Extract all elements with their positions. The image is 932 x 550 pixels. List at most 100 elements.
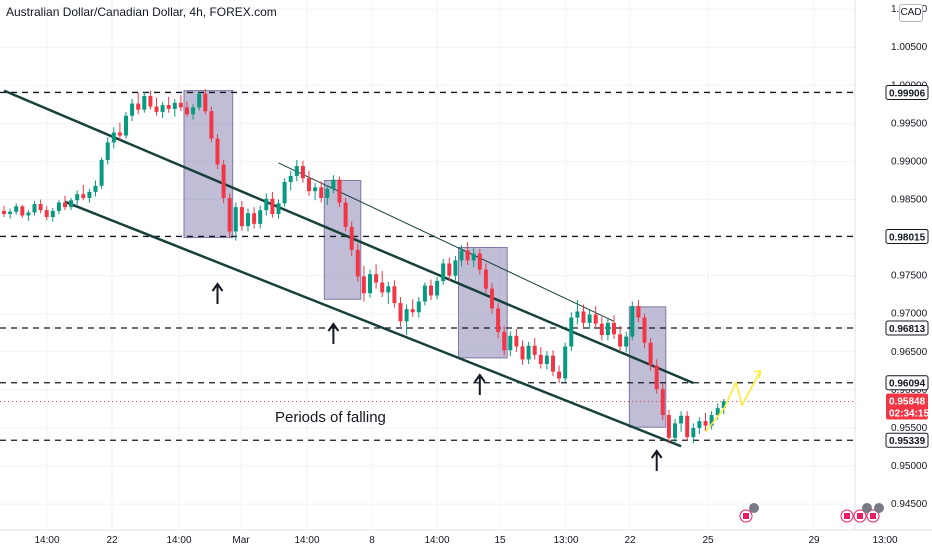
trendlines bbox=[3, 89, 694, 448]
horizontal-levels bbox=[0, 91, 855, 441]
candle bbox=[276, 203, 281, 214]
candle bbox=[380, 282, 385, 293]
candle bbox=[239, 207, 244, 227]
candle bbox=[215, 138, 220, 165]
price-tick-label: 0.95500 bbox=[891, 423, 928, 434]
candle bbox=[69, 200, 74, 208]
level-price-tag[interactable] bbox=[885, 432, 929, 448]
time-tick-label: 14:00 bbox=[424, 535, 449, 546]
level-price-label: 0.95339 bbox=[889, 436, 926, 447]
candle bbox=[630, 306, 635, 337]
candle bbox=[270, 198, 275, 214]
candle bbox=[666, 415, 671, 438]
annotation-text: Periods of falling bbox=[275, 409, 386, 426]
event-markers[interactable] bbox=[739, 503, 884, 523]
candle bbox=[26, 212, 31, 216]
candle bbox=[282, 181, 287, 204]
forecast-arrowhead bbox=[754, 369, 762, 378]
candle bbox=[398, 303, 403, 322]
current-price-tag[interactable] bbox=[886, 393, 928, 420]
candle bbox=[124, 115, 128, 136]
candle bbox=[563, 346, 568, 379]
forecast-path bbox=[704, 369, 762, 433]
time-tick-label: Mar bbox=[232, 535, 250, 546]
time-tick-label: 14:00 bbox=[294, 535, 319, 546]
time-tick-label: 14:00 bbox=[166, 535, 191, 546]
price-axis[interactable]: 1.010001.005001.000000.995000.990000.985… bbox=[854, 0, 932, 530]
candle bbox=[429, 285, 433, 296]
candle bbox=[203, 93, 208, 112]
candle bbox=[75, 194, 80, 201]
current-price-label: 0.95848 bbox=[889, 396, 926, 407]
level-price-tag[interactable] bbox=[885, 375, 929, 391]
price-tick-label: 0.99000 bbox=[891, 156, 928, 167]
candle bbox=[32, 204, 37, 213]
candle bbox=[355, 249, 360, 277]
time-tick-label: 25 bbox=[702, 535, 714, 546]
time-tick-label: 29 bbox=[808, 535, 820, 546]
candle bbox=[44, 210, 49, 218]
arrow-head bbox=[650, 449, 663, 459]
candle bbox=[166, 105, 171, 109]
time-tick-label: 15 bbox=[494, 535, 506, 546]
flag-icon bbox=[857, 513, 863, 519]
candle bbox=[258, 210, 263, 224]
candle bbox=[715, 408, 720, 416]
candle bbox=[636, 306, 641, 318]
candle bbox=[264, 198, 269, 211]
falling-period-boxes bbox=[183, 90, 667, 428]
arrow-head bbox=[473, 373, 486, 383]
candle bbox=[404, 309, 409, 322]
candle bbox=[368, 274, 372, 294]
candle bbox=[325, 188, 330, 198]
level-price-tag[interactable] bbox=[885, 228, 929, 244]
candle bbox=[691, 427, 696, 438]
candle bbox=[300, 166, 305, 179]
candle bbox=[319, 187, 324, 198]
candle bbox=[331, 179, 336, 189]
level-price-label: 0.96094 bbox=[889, 379, 926, 390]
price-tick-label: 1.00500 bbox=[891, 42, 928, 53]
candle bbox=[178, 102, 183, 108]
candle bbox=[587, 314, 592, 323]
arrows bbox=[211, 282, 663, 471]
forecast-line bbox=[704, 370, 762, 433]
flag-icon bbox=[870, 513, 876, 519]
candle bbox=[172, 102, 177, 109]
candle bbox=[551, 355, 555, 372]
candle bbox=[544, 355, 549, 364]
candle bbox=[660, 389, 665, 416]
candle bbox=[654, 365, 659, 390]
candle bbox=[673, 423, 677, 438]
candle bbox=[392, 286, 397, 304]
falling-period-box-1 bbox=[183, 90, 234, 239]
level-price-tag[interactable] bbox=[885, 84, 929, 100]
event-count-badge bbox=[749, 503, 759, 513]
inner-trendline bbox=[278, 162, 615, 322]
candle bbox=[99, 159, 104, 186]
candle bbox=[581, 311, 586, 323]
price-tick-label: 0.96500 bbox=[891, 347, 928, 358]
level-price-tag[interactable] bbox=[885, 320, 929, 336]
candle bbox=[386, 286, 391, 293]
falling-period-box-3 bbox=[458, 246, 508, 359]
candle bbox=[81, 194, 86, 198]
time-tick-label: 22 bbox=[624, 535, 636, 546]
candle bbox=[532, 345, 537, 355]
candle bbox=[160, 105, 165, 112]
level-price-label: 0.99906 bbox=[889, 88, 926, 99]
candle bbox=[343, 202, 348, 227]
candle bbox=[117, 132, 122, 136]
candle bbox=[490, 288, 494, 309]
time-tick-label: 14:00 bbox=[34, 535, 59, 546]
currency-badge[interactable]: CAD bbox=[899, 4, 923, 22]
falling-period-box-4 bbox=[628, 306, 667, 428]
candle bbox=[453, 260, 458, 276]
time-axis[interactable]: 14:00 22 14:00 Mar 14:00 8 14:00 15 13:00 22 25 29 1… bbox=[0, 529, 932, 550]
flag-icon bbox=[743, 513, 749, 519]
candle bbox=[8, 211, 13, 214]
candle bbox=[105, 142, 110, 160]
candle bbox=[496, 308, 501, 333]
candle bbox=[697, 421, 702, 428]
